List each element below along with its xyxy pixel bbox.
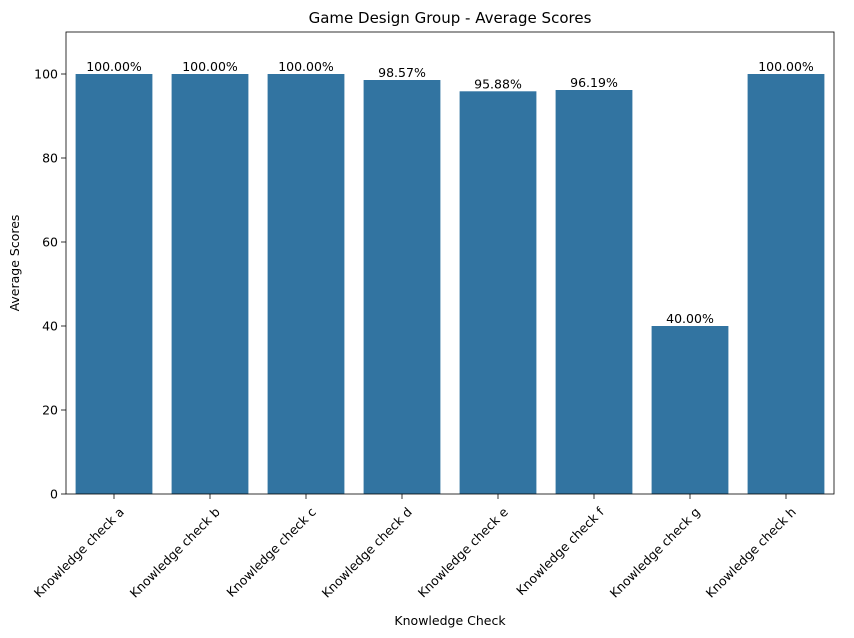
data-label: 100.00% xyxy=(182,59,238,74)
x-tick-label: Knowledge check d xyxy=(319,504,415,600)
x-tick-label: Knowledge check f xyxy=(513,504,607,598)
data-label: 100.00% xyxy=(86,59,142,74)
bar xyxy=(555,90,633,494)
x-tick-label: Knowledge check g xyxy=(607,504,703,600)
x-tick-label: Knowledge check b xyxy=(127,504,223,600)
data-label: 96.19% xyxy=(570,75,618,90)
data-label: 98.57% xyxy=(378,65,426,80)
y-axis-label: Average Scores xyxy=(7,215,22,312)
x-tick-label: Knowledge check c xyxy=(223,504,319,600)
data-label: 100.00% xyxy=(758,59,814,74)
bar xyxy=(171,74,249,494)
bar xyxy=(459,91,537,494)
bar xyxy=(267,74,345,494)
bar xyxy=(363,80,441,495)
data-label: 95.88% xyxy=(474,76,522,91)
y-tick-label: 100 xyxy=(34,67,58,82)
chart-title: Game Design Group - Average Scores xyxy=(309,9,592,27)
bar xyxy=(651,326,729,494)
x-tick-label: Knowledge check e xyxy=(415,504,511,600)
bar xyxy=(747,74,825,494)
x-axis-label: Knowledge Check xyxy=(394,613,506,628)
data-label: 40.00% xyxy=(666,311,714,326)
y-tick-label: 40 xyxy=(42,319,58,334)
y-tick-label: 60 xyxy=(42,235,58,250)
data-label: 100.00% xyxy=(278,59,334,74)
y-tick-label: 0 xyxy=(50,487,58,502)
plot-frame xyxy=(65,31,835,495)
x-tick-label: Knowledge check h xyxy=(703,504,799,600)
y-tick-label: 80 xyxy=(42,151,58,166)
bar xyxy=(75,74,153,494)
x-tick-label: Knowledge check a xyxy=(31,504,127,600)
y-tick-label: 20 xyxy=(42,403,58,418)
